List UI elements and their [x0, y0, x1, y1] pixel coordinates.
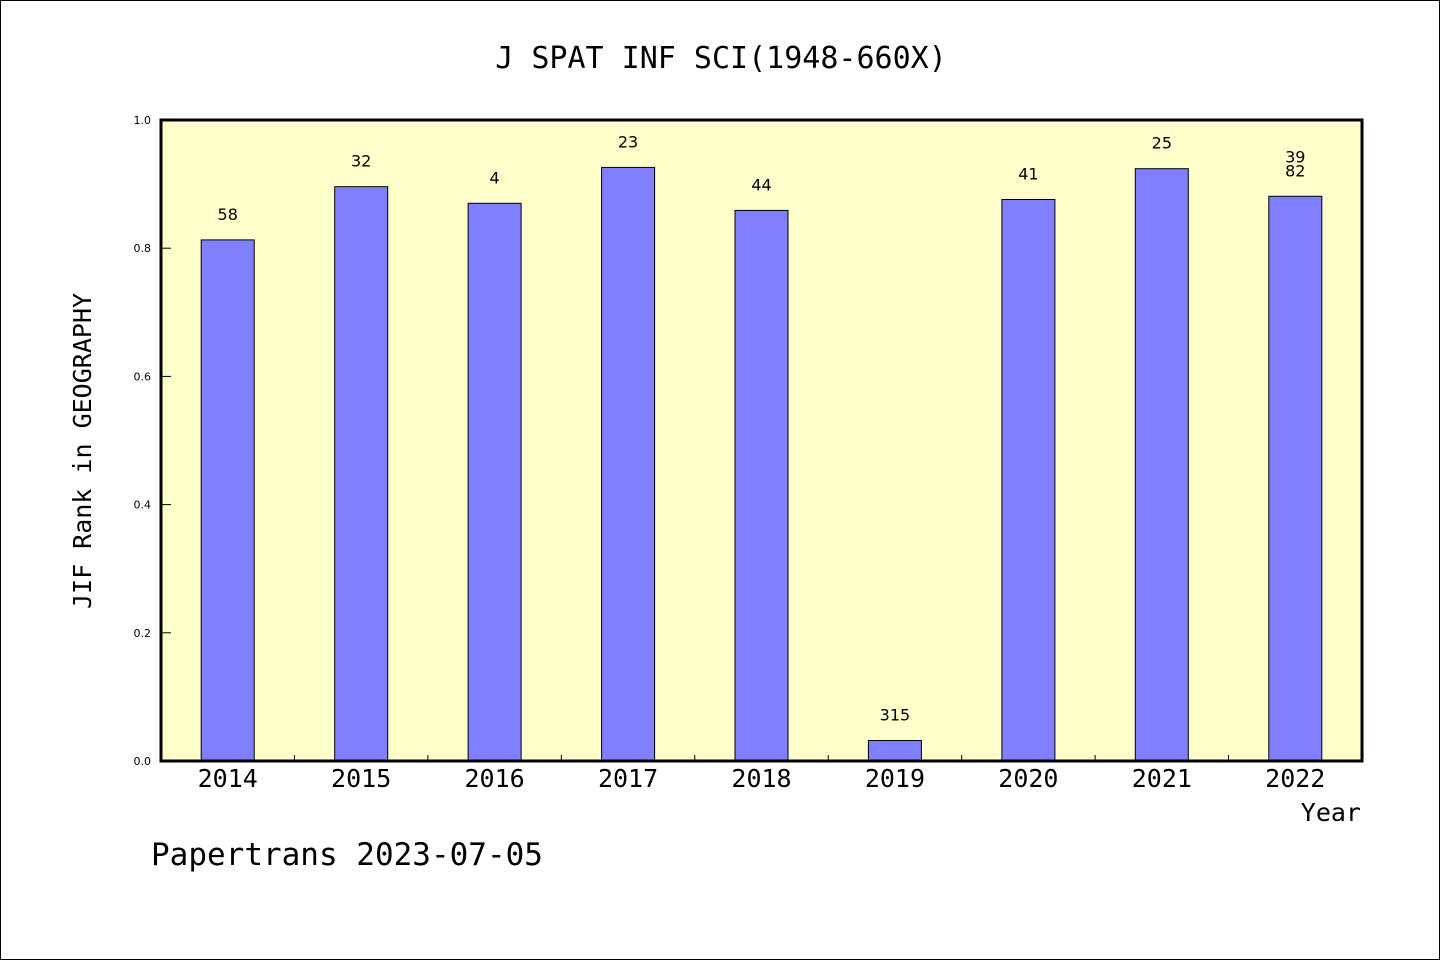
y-tick-label: 0.2	[134, 627, 152, 640]
x-tick-label-2015: 2015	[331, 764, 391, 793]
y-tick-label: 0.4	[134, 499, 152, 512]
bar-2017	[601, 166, 656, 762]
data-label-2014: 58	[218, 205, 238, 224]
data-label-2016: 4	[490, 168, 500, 187]
x-axis-ticks: 2014 2015 2016 2017 2018 2019 2020 2021 2022	[198, 755, 1325, 793]
data-label-2017: 23	[618, 132, 638, 151]
data-label-2018: 44	[751, 175, 771, 194]
bar-2016	[467, 202, 522, 762]
bar-2018	[734, 209, 789, 762]
bar-2022	[1268, 195, 1323, 762]
x-tick-label-2018: 2018	[731, 764, 791, 793]
data-label-2020: 41	[1018, 165, 1038, 184]
bar-2015	[334, 186, 389, 762]
bar-2020	[1001, 199, 1056, 762]
data-label-2021: 25	[1152, 134, 1172, 153]
plot-border	[159, 118, 1364, 763]
y-tick-label: 0.0	[134, 755, 152, 768]
data-label-2022: 39	[1285, 147, 1305, 166]
chart-title: J SPAT INF SCI(1948-660X)	[495, 41, 947, 76]
y-axis-label: JIF Rank in GEOGRAPHY	[68, 293, 97, 609]
data-label-2022: 82	[1285, 161, 1305, 180]
x-tick-label-2020: 2020	[998, 764, 1058, 793]
x-tick-label-2016: 2016	[465, 764, 525, 793]
bar-2019	[867, 740, 922, 762]
bar-2021	[1134, 168, 1189, 762]
bar-2014	[200, 239, 255, 762]
bars-group	[200, 166, 1323, 762]
y-tick-label: 0.6	[134, 370, 152, 383]
footer-date: Papertrans 2023-07-05	[151, 837, 543, 873]
data-label-2019: 315	[880, 706, 911, 725]
x-tick-label-2014: 2014	[198, 764, 258, 793]
y-tick-label: 1.0	[134, 114, 152, 127]
x-tick-label-2022: 2022	[1265, 764, 1325, 793]
x-axis-label: Year	[1301, 798, 1361, 827]
y-tick-label: 0.8	[134, 242, 152, 255]
data-label-2015: 32	[351, 152, 371, 171]
x-tick-label-2017: 2017	[598, 764, 658, 793]
x-tick-label-2021: 2021	[1132, 764, 1192, 793]
x-tick-label-2019: 2019	[865, 764, 925, 793]
y-axis-ticks: 0.0 0.2 0.4 0.6 0.8 1.0	[134, 114, 171, 768]
